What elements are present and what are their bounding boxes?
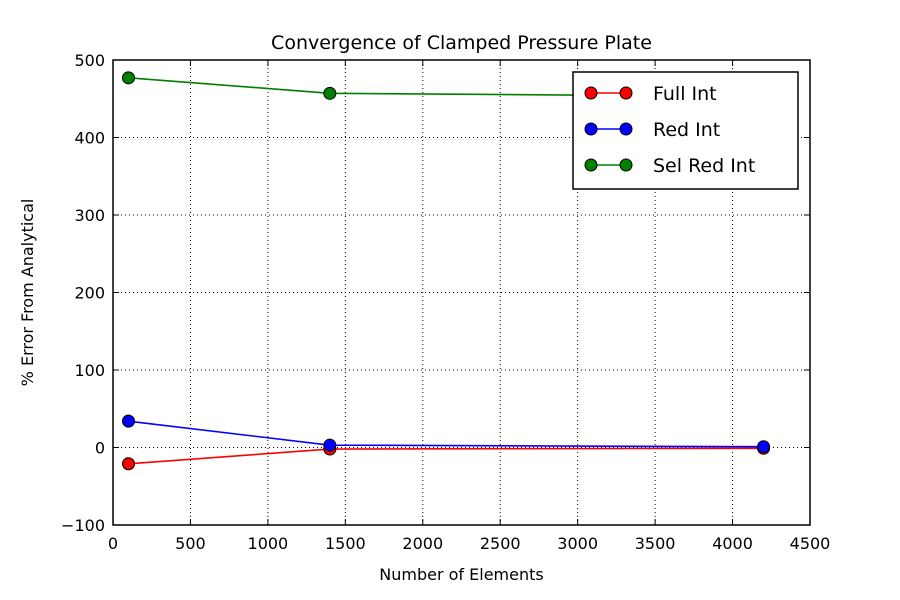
x-tick-label: 0 [108,534,118,553]
x-tick-label: 4500 [790,534,831,553]
legend-box [572,71,799,190]
legend-marker-full-int [584,86,598,100]
y-tick-label: 200 [74,284,105,303]
chart-title: Convergence of Clamped Pressure Plate [271,32,652,54]
legend-marker-sel-red-int [584,158,598,172]
y-axis-label: % Error From Analytical [18,199,37,387]
legend: Full Int Red Int Sel Red Int [572,71,799,190]
legend-marker-full-int [619,86,633,100]
legend-label-sel-red-int: Sel Red Int [653,155,755,177]
y-tick-label: 500 [74,51,105,70]
x-axis-label: Number of Elements [379,565,543,584]
legend-label-red-int: Red Int [653,119,720,141]
legend-label-full-int: Full Int [653,83,717,105]
legend-marker-red-int [584,122,598,136]
grid [113,60,810,525]
data-point-sel-red-int [323,86,337,100]
data-point-red-int [323,438,337,452]
x-tick-label: 1000 [248,534,289,553]
x-tick-label: 500 [175,534,206,553]
legend-marker-red-int [619,122,633,136]
y-tick-label: 400 [74,129,105,148]
y-tick-label: −100 [61,516,105,535]
x-tick-label: 3000 [557,534,598,553]
ticks: 0 500 1000 1500 2000 2500 3000 3500 4000 4500−100… [61,51,830,553]
legend-marker-sel-red-int [619,158,633,172]
y-tick-label: 0 [95,439,105,458]
x-tick-label: 1500 [325,534,366,553]
data-point-red-int [757,440,771,454]
y-tick-label: 100 [74,361,105,380]
x-tick-label: 2500 [480,534,521,553]
x-tick-label: 4000 [712,534,753,553]
data-point-sel-red-int [121,71,135,85]
data-point-red-int [121,414,135,428]
x-tick-label: 3500 [635,534,676,553]
series-red-int [121,414,771,454]
y-tick-label: 300 [74,206,105,225]
data-point-full-int [121,457,135,471]
x-tick-label: 2000 [402,534,443,553]
